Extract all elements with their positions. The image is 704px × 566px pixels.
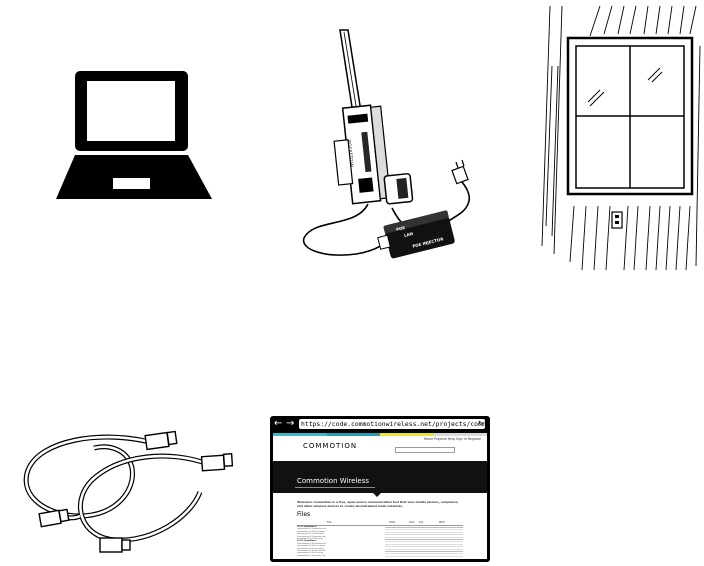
table-row[interactable]: commotion-0.3-mac.dmg: [297, 547, 324, 550]
files-section-title: Files: [297, 511, 311, 518]
table-right-columns: [385, 526, 463, 557]
col-dl: D/L: [419, 521, 424, 524]
table-row[interactable]: commotion-0.2-installer.exe: [297, 528, 327, 531]
table-row[interactable]: commotion-0.2-src.tar.gz: [297, 538, 324, 541]
table-row[interactable]: commotion-0.2-openwrt.bin: [297, 535, 326, 538]
site-logo: COMMOTION: [303, 442, 358, 450]
site-intro-text: Welcome! Commotion is a free, open-sourc…: [297, 500, 459, 508]
browser-window: ← → https://code.commotionwireless.net/p…: [270, 416, 490, 562]
color-stripe: [273, 433, 487, 436]
table-row[interactable]: commotion-0.2-linux.tar.gz: [297, 530, 326, 533]
site-banner-title: Commotion Wireless: [297, 477, 370, 485]
browser-viewport: Home Projects Help Sign in Register COMM…: [273, 433, 487, 559]
address-url: https://code.commotionwireless.net/proje…: [301, 420, 485, 428]
window-on-wall-illustration: [540, 6, 704, 270]
address-bar[interactable]: https://code.commotionwireless.net/proje…: [299, 419, 485, 429]
forward-arrow-icon[interactable]: →: [286, 418, 295, 429]
table-row[interactable]: commotion-0.3-installer.exe: [297, 542, 327, 545]
table-row[interactable]: commotion-0.2-mac.dmg: [297, 533, 324, 536]
col-file: File: [327, 521, 332, 524]
refresh-icon[interactable]: ↻: [477, 420, 483, 427]
table-row[interactable]: commotion-0.3-sources.zip: [297, 554, 326, 557]
site-search-input[interactable]: [395, 447, 455, 453]
ethernet-cables-illustration: [20, 420, 238, 564]
wireless-router-illustration: ROCKETDIAL POE LAN POE INJECTOR: [296, 28, 482, 264]
banner-divider: [295, 487, 375, 488]
browser-toolbar: ← → https://code.commotionwireless.net/p…: [270, 416, 490, 432]
files-table-header: File Date Size D/L MD5: [297, 521, 463, 526]
back-arrow-icon[interactable]: ←: [274, 418, 283, 429]
site-banner: Commotion Wireless: [273, 461, 487, 493]
col-size: Size: [409, 521, 415, 524]
files-table: File Date Size D/L MD5 0.2.0 (Installers…: [297, 521, 463, 557]
col-date: Date: [389, 521, 396, 524]
laptop-icon: [56, 68, 212, 202]
files-table-body: 0.2.0 (Installers) commotion-0.2-install…: [297, 526, 463, 557]
col-md5: MD5: [439, 521, 445, 524]
site-top-links[interactable]: Home Projects Help Sign in Register: [423, 437, 481, 441]
table-row[interactable]: commotion-0.3-linux.tar.gz: [297, 545, 326, 548]
banner-pointer: [373, 493, 381, 497]
table-row[interactable]: commotion-0.3-openwrt.bin: [297, 550, 326, 553]
table-row[interactable]: 0.2.0 (Installers): [297, 526, 317, 528]
table-row[interactable]: 0.3.0 (Installers): [297, 540, 317, 543]
table-row[interactable]: commotion-0.3-src.tar.gz: [297, 552, 324, 555]
